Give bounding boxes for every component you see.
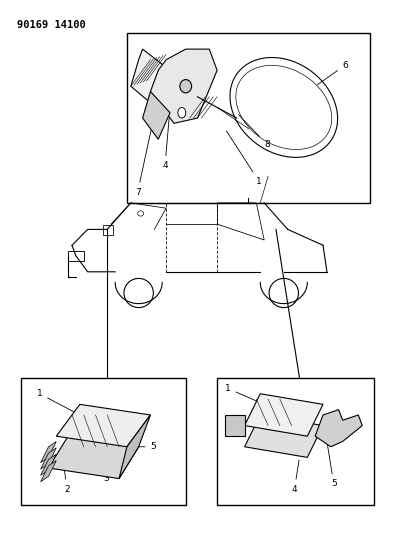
Polygon shape bbox=[315, 410, 362, 447]
Bar bbox=[217, 378, 374, 505]
Text: 5: 5 bbox=[137, 442, 156, 451]
Polygon shape bbox=[245, 394, 323, 436]
Text: 4: 4 bbox=[162, 110, 170, 170]
Polygon shape bbox=[119, 415, 150, 479]
Polygon shape bbox=[41, 461, 56, 482]
Text: 6: 6 bbox=[318, 61, 348, 85]
Text: 3: 3 bbox=[103, 460, 111, 483]
Text: 5: 5 bbox=[327, 444, 337, 488]
Polygon shape bbox=[225, 415, 245, 436]
Polygon shape bbox=[150, 49, 217, 123]
Polygon shape bbox=[41, 441, 56, 463]
Text: 8: 8 bbox=[239, 115, 270, 149]
Ellipse shape bbox=[178, 108, 186, 118]
Text: 4: 4 bbox=[292, 460, 299, 494]
Polygon shape bbox=[41, 448, 56, 469]
Text: 1: 1 bbox=[225, 384, 261, 403]
Text: 1: 1 bbox=[226, 131, 262, 186]
Polygon shape bbox=[41, 454, 56, 475]
Bar bbox=[21, 378, 186, 505]
Text: 7: 7 bbox=[135, 100, 158, 197]
Polygon shape bbox=[49, 436, 139, 479]
Bar bbox=[103, 225, 113, 235]
Polygon shape bbox=[245, 415, 323, 457]
Text: 90169 14100: 90169 14100 bbox=[17, 20, 86, 30]
Text: 1: 1 bbox=[37, 389, 77, 414]
Polygon shape bbox=[143, 92, 170, 139]
Ellipse shape bbox=[180, 79, 192, 93]
Text: 2: 2 bbox=[64, 471, 70, 494]
Bar bbox=[127, 33, 370, 203]
Polygon shape bbox=[131, 49, 178, 113]
Polygon shape bbox=[56, 405, 150, 447]
Bar bbox=[68, 251, 84, 261]
